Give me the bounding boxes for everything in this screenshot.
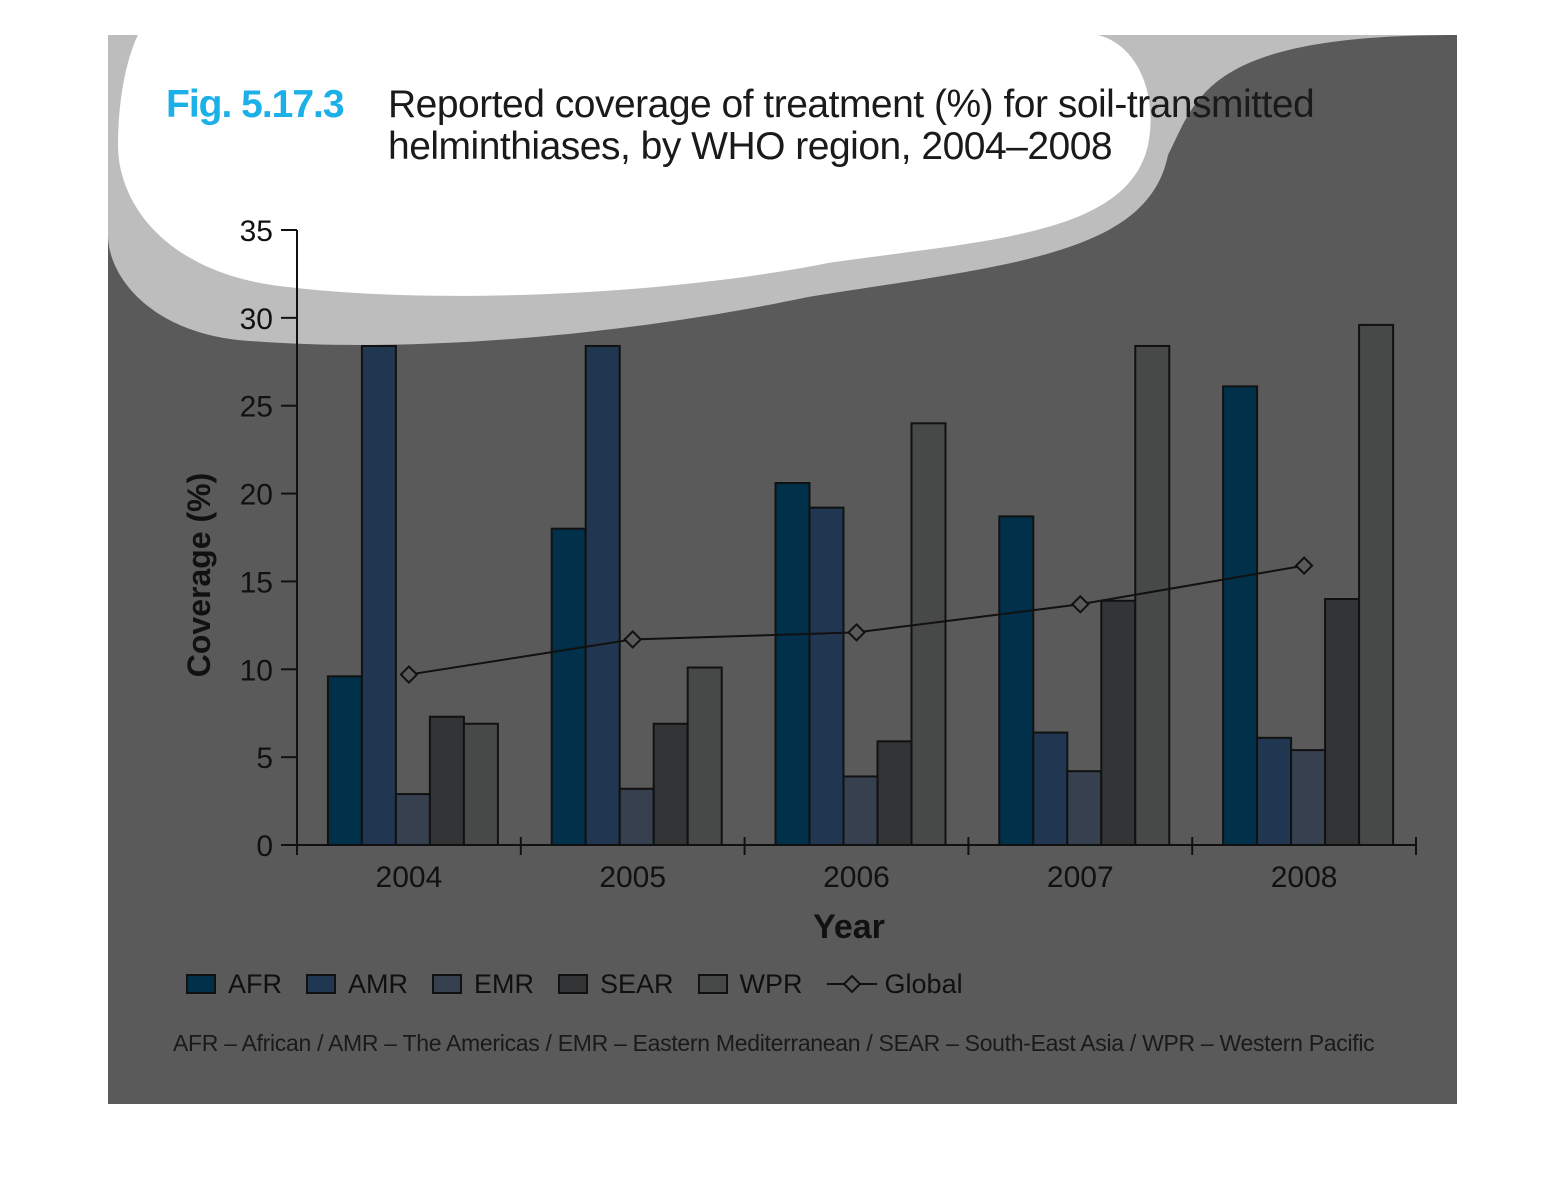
bars-group <box>326 323 1395 847</box>
figure-panel: 0 5 10 15 20 25 30 35 2004 2005 2006 2007 2008 Cover… <box>108 35 1457 1104</box>
bar-emr-2008 <box>1290 749 1327 846</box>
y-tick-label: 30 <box>240 303 273 336</box>
figure-title-line-1: Reported coverage of treatment (%) for s… <box>388 83 1315 126</box>
bar-afr-2007 <box>998 515 1035 846</box>
bar-emr-2006 <box>842 775 879 847</box>
axes-group: 0 5 10 15 20 25 30 35 2004 2005 2006 2007 2008 <box>240 215 1417 894</box>
bar-amr-2005 <box>584 344 621 846</box>
y-tick-label: 5 <box>256 742 273 775</box>
bar-afr-2005 <box>550 527 587 846</box>
chart-area: 0 5 10 15 20 25 30 35 2004 2005 2006 2007 2008 Cover… <box>181 215 1417 946</box>
bar-wpr-2006 <box>910 422 947 846</box>
bar-afr-2006 <box>774 482 811 846</box>
x-tick-label: 2004 <box>376 861 443 894</box>
x-axis-label: Year <box>813 908 885 946</box>
footnote: AFR – African / AMR – The Americas / EMR… <box>173 1030 1375 1056</box>
legend-item-amr: AMR <box>306 969 408 1000</box>
bar-afr-2008 <box>1222 385 1259 846</box>
figure-title-line-2: helminthiases, by WHO region, 2004–2008 <box>388 125 1113 168</box>
x-tick-label: 2007 <box>1047 861 1114 894</box>
global-point-2005 <box>623 630 643 649</box>
bar-sear-2008 <box>1324 598 1361 846</box>
bar-amr-2008 <box>1256 736 1293 846</box>
legend-label-emr: EMR <box>474 968 534 999</box>
bar-wpr-2005 <box>686 666 723 846</box>
bar-wpr-2004 <box>462 722 499 846</box>
bar-wpr-2008 <box>1358 323 1395 846</box>
y-tick-label: 0 <box>256 830 273 863</box>
x-tick-label: 2005 <box>599 861 666 894</box>
global-point-2004 <box>399 665 419 684</box>
y-tick-label: 25 <box>240 391 273 424</box>
figure-title: Reported coverage of treatment (%) for s… <box>388 84 1388 168</box>
bar-afr-2004 <box>326 675 363 846</box>
y-tick-label: 10 <box>240 654 273 687</box>
legend-swatch-sear <box>558 974 588 994</box>
global-point-2007 <box>1070 594 1090 614</box>
legend-item-sear: SEAR <box>558 969 674 1000</box>
legend-swatch-emr <box>432 974 462 994</box>
legend-label-global: Global <box>884 968 963 999</box>
legend-label-amr: AMR <box>348 968 408 999</box>
global-line-group <box>399 556 1314 684</box>
legend-item-wpr: WPR <box>697 968 803 1000</box>
global-point-2008 <box>1294 556 1314 576</box>
legend-swatch-afr <box>186 974 216 994</box>
y-tick-label: 35 <box>240 215 273 248</box>
bar-sear-2004 <box>428 715 465 846</box>
y-axis-label: Coverage (%) <box>181 473 217 678</box>
legend-item-global: Global <box>826 968 963 1000</box>
legend-swatch-wpr <box>697 974 728 994</box>
bar-sear-2007 <box>1100 599 1137 846</box>
y-tick-label: 15 <box>240 566 273 599</box>
bar-amr-2007 <box>1032 731 1069 846</box>
legend-label-wpr: WPR <box>739 968 803 999</box>
legend: AFR AMR EMR SEAR WPR Global <box>186 968 987 1000</box>
x-tick-label: 2006 <box>823 861 890 894</box>
bar-amr-2004 <box>360 344 397 846</box>
bar-amr-2006 <box>808 506 845 846</box>
bar-emr-2005 <box>618 787 655 846</box>
legend-item-afr: AFR <box>186 969 282 1000</box>
y-tick-label: 20 <box>240 479 273 512</box>
cloud-decoration <box>108 35 1457 346</box>
legend-label-sear: SEAR <box>600 968 674 999</box>
global-point-2006 <box>847 622 866 642</box>
bar-sear-2006 <box>876 740 913 846</box>
x-tick-label: 2008 <box>1271 861 1338 894</box>
bar-sear-2005 <box>652 722 689 846</box>
bar-wpr-2007 <box>1134 344 1171 846</box>
legend-label-afr: AFR <box>228 968 282 999</box>
legend-diamond-line-icon <box>826 974 877 994</box>
figure-number: Fig. 5.17.3 <box>166 83 345 126</box>
legend-item-emr: EMR <box>432 969 534 1000</box>
bar-emr-2007 <box>1066 770 1103 847</box>
bar-emr-2004 <box>394 793 431 846</box>
legend-swatch-amr <box>306 974 336 994</box>
